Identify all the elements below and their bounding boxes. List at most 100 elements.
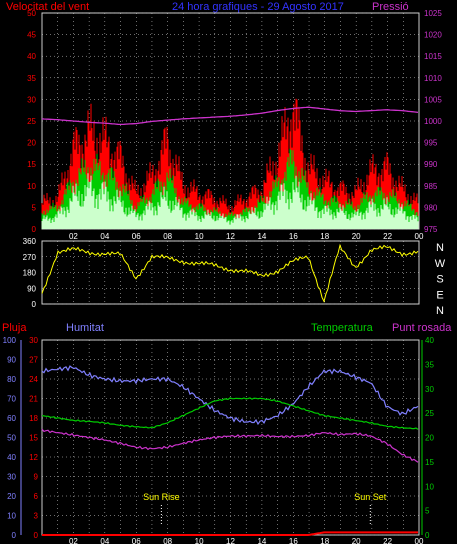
pressure-tick-label: 995: [424, 139, 438, 148]
rain-tick-label: 15: [29, 434, 38, 443]
pressure-tick-label: 975: [424, 225, 438, 234]
pressure-tick-label: 1005: [424, 95, 442, 104]
rain-tick-label: 30: [29, 336, 38, 345]
x-tick-label: 02: [69, 537, 78, 544]
temperature-tick-label: 15: [425, 458, 434, 467]
x-tick-label: 20: [352, 537, 361, 544]
direction-line: [41, 243, 419, 303]
humidity-tick-label: 0: [12, 531, 17, 540]
wind-tick-label: 40: [27, 52, 36, 61]
date-title: 24 hora grafiques - 29 Agosto 2017: [172, 1, 344, 13]
rain-tick-label: 21: [29, 395, 38, 404]
compass-label: N: [436, 305, 444, 317]
direction-tick-label: 90: [27, 284, 36, 293]
pressure-line: [41, 106, 419, 126]
humidity-line: [41, 365, 419, 426]
x-tick-label: 04: [100, 232, 109, 241]
x-tick-label: 22: [383, 537, 392, 544]
temperature-tick-label: 40: [425, 336, 434, 345]
x-tick-label: 14: [257, 537, 266, 544]
temperature-label: Temperatura: [311, 322, 374, 334]
humidity-tick-label: 90: [7, 356, 16, 365]
direction-tick-label: 0: [32, 300, 37, 309]
x-tick-label: 20: [352, 232, 361, 241]
humidity-tick-label: 100: [3, 336, 17, 345]
climate-grid: [42, 339, 419, 536]
pressure-tick-label: 1025: [424, 9, 442, 18]
direction-tick-label: 270: [23, 253, 37, 262]
wind-tick-label: 5: [32, 203, 37, 212]
wind-tick-label: 45: [27, 31, 36, 40]
x-tick-label: 22: [383, 232, 392, 241]
humidity-tick-label: 40: [7, 453, 16, 462]
dewpoint-label: Punt rosada: [392, 322, 452, 334]
wind-series-2: [41, 173, 419, 229]
x-tick-label: 00: [415, 537, 424, 544]
pressure-tick-label: 1010: [424, 74, 442, 83]
wind-tick-label: 15: [27, 160, 36, 169]
wind-speed-title: Velocitat del vent: [6, 1, 89, 13]
humidity-tick-label: 80: [7, 375, 16, 384]
humidity-label: Humitat: [66, 322, 104, 334]
rain-tick-label: 27: [29, 356, 38, 365]
sun-rise-label: Sun Rise: [143, 492, 180, 502]
x-tick-label: 06: [132, 537, 141, 544]
compass-label: S: [436, 274, 443, 286]
rain-tick-label: 9: [34, 473, 39, 482]
x-tick-label: 16: [289, 232, 298, 241]
wind-tick-label: 20: [27, 139, 36, 148]
pressure-tick-label: 980: [424, 203, 438, 212]
direction-tick-label: 180: [23, 269, 37, 278]
compass-label: W: [435, 258, 446, 270]
x-tick-label: 06: [132, 232, 141, 241]
rain-tick-label: 12: [29, 453, 38, 462]
humidity-tick-label: 10: [7, 512, 16, 521]
pressure-title: Pressió: [372, 1, 409, 13]
x-tick-label: 18: [320, 232, 329, 241]
wind-tick-label: 10: [27, 182, 36, 191]
temperature-tick-label: 0: [425, 531, 430, 540]
dewpoint-line: [41, 428, 419, 463]
pressure-tick-label: 1020: [424, 31, 442, 40]
pressure-tick-label: 985: [424, 182, 438, 191]
x-tick-label: 08: [163, 232, 172, 241]
humidity-tick-label: 20: [7, 492, 16, 501]
humidity-tick-label: 50: [7, 434, 16, 443]
direction-grid: [42, 240, 419, 305]
wind-tick-label: 50: [27, 9, 36, 18]
direction-tick-label: 360: [23, 237, 37, 246]
temperature-tick-label: 5: [425, 507, 430, 516]
x-tick-label: 00: [415, 232, 424, 241]
x-tick-label: 10: [195, 232, 204, 241]
wind-tick-label: 30: [27, 95, 36, 104]
x-tick-label: 08: [163, 537, 172, 544]
x-tick-label: 12: [226, 232, 235, 241]
temperature-line: [41, 397, 419, 430]
rain-tick-label: 0: [34, 531, 39, 540]
rain-tick-label: 3: [34, 512, 39, 521]
rain-label: Pluja: [2, 322, 27, 334]
compass-label: N: [436, 242, 444, 254]
sun-set-label: Sun Set: [354, 492, 387, 502]
wind-series: [41, 98, 419, 229]
x-tick-label: 16: [289, 537, 298, 544]
rain-tick-label: 18: [29, 414, 38, 423]
wind-tick-label: 35: [27, 74, 36, 83]
wind-tick-label: 25: [27, 117, 36, 126]
pressure-tick-label: 1015: [424, 52, 442, 61]
wind-tick-label: 0: [32, 225, 37, 234]
pressure-tick-label: 990: [424, 160, 438, 169]
temperature-tick-label: 10: [425, 482, 434, 491]
rain-tick-label: 24: [29, 375, 38, 384]
temperature-tick-label: 30: [425, 385, 434, 394]
x-tick-label: 18: [320, 537, 329, 544]
temperature-tick-label: 35: [425, 360, 434, 369]
x-tick-label: 10: [195, 537, 204, 544]
climate-series: [41, 365, 419, 536]
x-tick-label: 12: [226, 537, 235, 544]
x-tick-label: 14: [257, 232, 266, 241]
rain-line: [42, 531, 418, 536]
rain-tick-label: 6: [34, 492, 39, 501]
